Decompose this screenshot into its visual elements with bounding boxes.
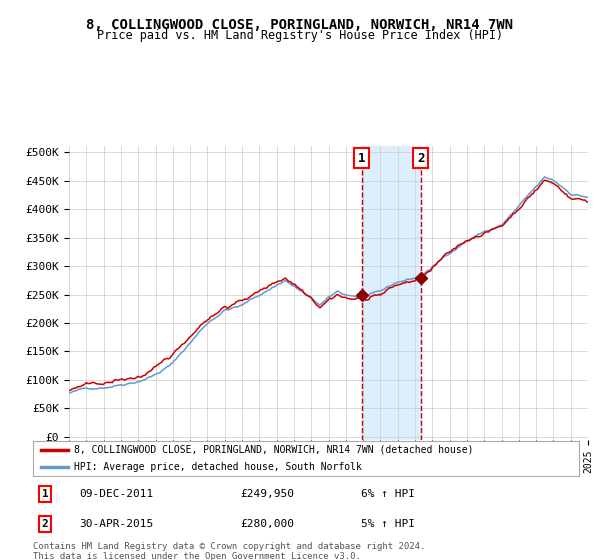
- Text: HPI: Average price, detached house, South Norfolk: HPI: Average price, detached house, Sout…: [74, 462, 362, 472]
- Text: 09-DEC-2011: 09-DEC-2011: [79, 489, 154, 499]
- Text: 8, COLLINGWOOD CLOSE, PORINGLAND, NORWICH, NR14 7WN: 8, COLLINGWOOD CLOSE, PORINGLAND, NORWIC…: [86, 18, 514, 32]
- Text: 1: 1: [41, 489, 49, 499]
- Text: 2: 2: [41, 519, 49, 529]
- Bar: [362, 146, 421, 440]
- Text: £280,000: £280,000: [241, 519, 295, 529]
- Text: 2: 2: [417, 152, 424, 165]
- Text: Price paid vs. HM Land Registry's House Price Index (HPI): Price paid vs. HM Land Registry's House …: [97, 29, 503, 42]
- Text: £249,950: £249,950: [241, 489, 295, 499]
- Text: 6% ↑ HPI: 6% ↑ HPI: [361, 489, 415, 499]
- Text: 5% ↑ HPI: 5% ↑ HPI: [361, 519, 415, 529]
- Text: 8, COLLINGWOOD CLOSE, PORINGLAND, NORWICH, NR14 7WN (detached house): 8, COLLINGWOOD CLOSE, PORINGLAND, NORWIC…: [74, 445, 473, 455]
- Text: Contains HM Land Registry data © Crown copyright and database right 2024.
This d: Contains HM Land Registry data © Crown c…: [33, 542, 425, 560]
- Text: 30-APR-2015: 30-APR-2015: [79, 519, 154, 529]
- Text: 1: 1: [358, 152, 365, 165]
